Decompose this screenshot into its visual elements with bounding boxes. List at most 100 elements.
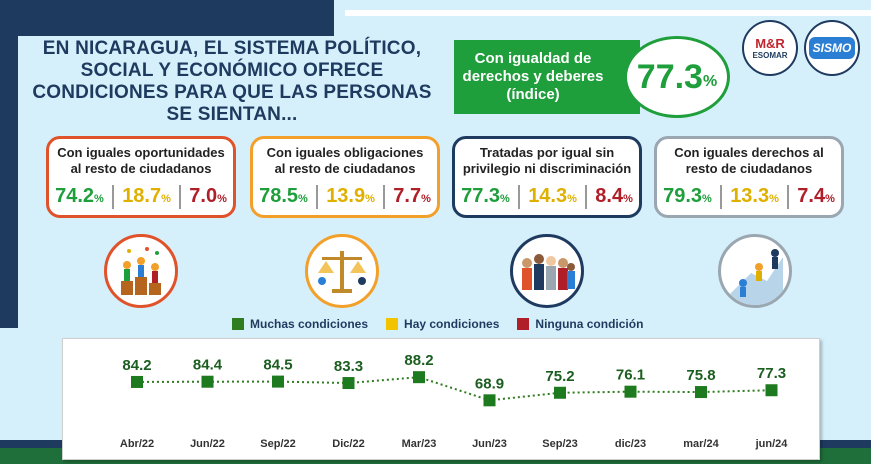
decor-navy-top (0, 0, 334, 28)
index-label-line3: (índice) (506, 86, 560, 103)
card-values: 74.2% 18.7% 7.0% (49, 185, 233, 209)
card-obligaciones: Con iguales obligaciones al resto de ciu… (250, 136, 440, 218)
data-point (272, 375, 284, 388)
x-tick-label: jun/24 (755, 438, 789, 450)
data-label: 84.5 (263, 357, 292, 374)
x-tick-label: Jun/23 (472, 438, 507, 450)
index-value-circle: 77.3% (624, 36, 730, 118)
card-title-line2: privilegio ni discriminación (462, 161, 632, 176)
legend-label-muchas: Muchas condiciones (250, 317, 369, 331)
legend-swatch-ninguna (517, 318, 530, 330)
card-values: 79.3% 13.3% 7.4% (657, 185, 841, 209)
x-tick-label: dic/23 (615, 438, 646, 450)
x-tick-label: Dic/22 (332, 438, 364, 450)
climbing-people-illustration (718, 234, 792, 308)
value-muchas: 77.3% (461, 185, 510, 207)
value-hay: 13.3% (730, 185, 779, 207)
data-label: 77.3 (757, 365, 786, 382)
data-point (554, 386, 566, 399)
data-label: 75.8 (686, 367, 715, 384)
crowd-illustration (510, 234, 584, 308)
card-trato-igual: Tratadas por igual sin privilegio ni dis… (452, 136, 642, 218)
balance-scale-illustration (305, 234, 379, 308)
divider (179, 185, 182, 209)
decor-white-stripe (345, 10, 871, 16)
divider (518, 185, 520, 209)
sismo-logo: SISMO (804, 20, 860, 76)
x-tick-label: Sep/22 (260, 438, 295, 450)
card-derechos: Con iguales derechos al resto de ciudada… (654, 136, 844, 218)
divider (112, 185, 114, 209)
x-tick-label: Sep/23 (542, 438, 577, 450)
card-title: Con iguales obligaciones al resto de ciu… (253, 145, 437, 177)
trend-chart-svg: 84.2 Abr/22 84.4 Jun/22 84.5 Sep/22 83.3 Dic/22… (120, 352, 789, 450)
data-point (765, 384, 778, 397)
card-title-line2: al resto de ciudadanos (70, 161, 212, 176)
value-hay: 13.9% (326, 185, 375, 207)
people-raising-hands-illustration (104, 234, 178, 308)
card-values: 78.5% 13.9% 7.7% (253, 185, 437, 209)
legend-label-ninguna: Ninguna condición (535, 317, 644, 331)
data-point (483, 394, 496, 407)
value-hay: 14.3% (528, 185, 577, 207)
headline: EN NICARAGUA, EL SISTEMA POLÍTICO, SOCIA… (32, 38, 432, 125)
legend-label-hay: Hay condiciones (404, 317, 500, 331)
data-label: 75.2 (545, 368, 574, 385)
card-title-line2: resto de ciudadanos (685, 161, 813, 176)
index-banner: Con igualdad de derechos y deberes (índi… (454, 40, 640, 114)
value-muchas: 74.2% (55, 185, 104, 207)
value-ninguna: 8.4% (595, 185, 633, 207)
value-ninguna: 7.0% (189, 185, 227, 207)
divider (316, 185, 318, 209)
card-title: Con iguales oportunidades al resto de ci… (49, 145, 233, 177)
value-ninguna: 7.4% (797, 185, 835, 207)
trend-chart: 84.2 Abr/22 84.4 Jun/22 84.5 Sep/22 83.3 Dic/22… (62, 338, 820, 460)
x-tick-label: Abr/22 (120, 438, 154, 450)
mr-logo-text: M&R (755, 36, 785, 51)
card-title-line1: Con iguales derechos al (674, 145, 824, 160)
divider (720, 185, 722, 209)
value-ninguna: 7.7% (393, 185, 431, 207)
card-title-line2: al resto de ciudadanos (274, 161, 416, 176)
value-muchas: 79.3% (663, 185, 712, 207)
legend-swatch-hay (386, 318, 399, 330)
card-title-line1: Con iguales oportunidades (57, 145, 225, 160)
chart-legend: Muchas condiciones Hay condiciones Ningu… (232, 317, 643, 331)
sismo-logo-text: SISMO (808, 37, 856, 59)
data-point (624, 385, 637, 398)
card-title: Tratadas por igual sin privilegio ni dis… (455, 145, 639, 177)
data-label: 76.1 (616, 367, 645, 384)
index-unit: % (702, 73, 718, 90)
decor-navy-band (18, 28, 334, 36)
decor-navy-left (0, 28, 18, 328)
data-label: 84.4 (193, 357, 223, 374)
value-muchas: 78.5% (259, 185, 308, 207)
legend-swatch-muchas (232, 318, 244, 330)
data-point (342, 377, 355, 390)
card-oportunidades: Con iguales oportunidades al resto de ci… (46, 136, 236, 218)
card-title-line1: Tratadas por igual sin (479, 145, 615, 160)
card-title-line1: Con iguales obligaciones (266, 145, 424, 160)
divider (585, 185, 588, 209)
series-line (136, 376, 772, 402)
mr-logo: M&R ESOMAR (742, 20, 798, 76)
index-value: 77.3 (636, 57, 703, 96)
data-label: 84.2 (122, 357, 151, 374)
card-title: Con iguales derechos al resto de ciudada… (657, 145, 841, 177)
x-tick-label: Mar/23 (402, 438, 437, 450)
esomar-logo-text: ESOMAR (752, 51, 788, 60)
data-point (695, 386, 707, 399)
data-label: 68.9 (475, 375, 504, 392)
data-point (413, 371, 425, 384)
divider (787, 185, 790, 209)
data-point (201, 375, 214, 388)
card-values: 77.3% 14.3% 8.4% (455, 185, 639, 209)
x-tick-label: mar/24 (683, 438, 719, 450)
index-label-line2: derechos y deberes (462, 68, 604, 85)
data-point (131, 375, 143, 388)
x-tick-label: Jun/22 (190, 438, 225, 450)
data-label: 83.3 (334, 358, 363, 375)
index-label-line1: Con igualdad de (474, 50, 592, 67)
data-label: 88.2 (404, 352, 433, 369)
divider (383, 185, 386, 209)
